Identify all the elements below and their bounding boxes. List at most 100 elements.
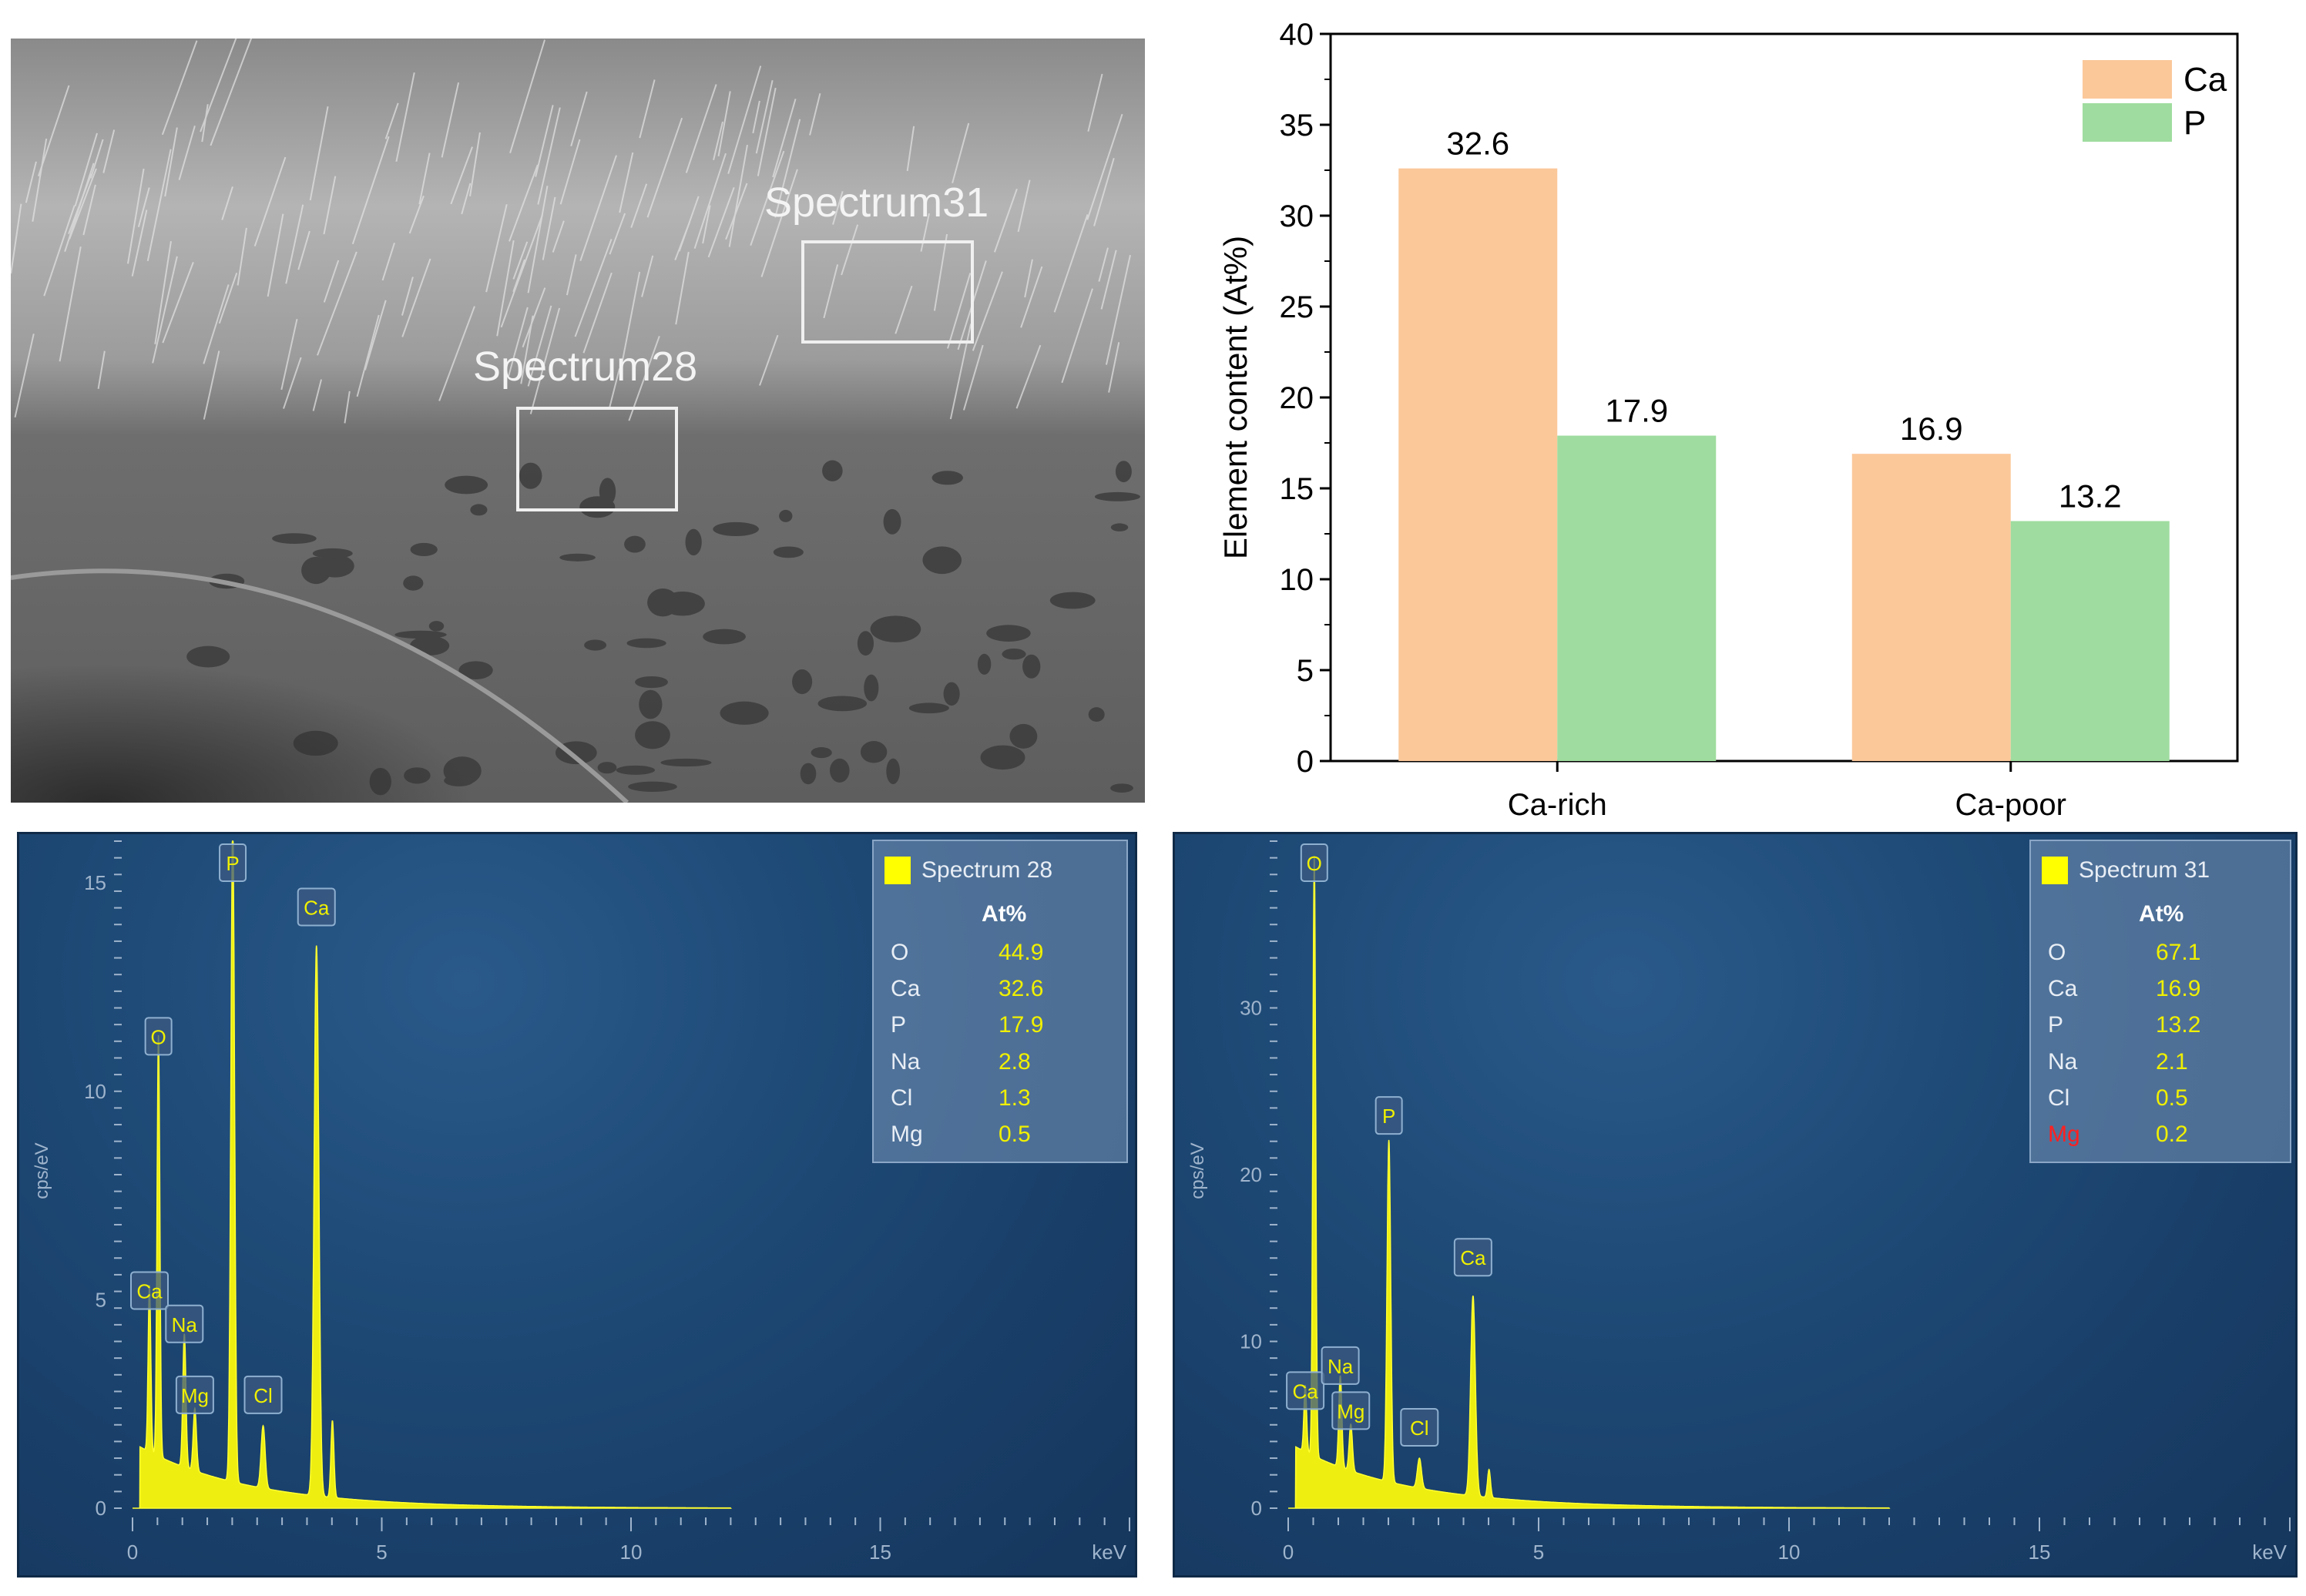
peak-marker-p: P [219, 843, 247, 882]
y-tick-label: 15 [1280, 472, 1314, 506]
needle-crystal [154, 241, 172, 344]
needle-crystal [344, 391, 351, 424]
needle-crystal [628, 335, 660, 421]
pore [857, 631, 874, 656]
needle-crystal [619, 152, 634, 213]
needle-crystal [1017, 179, 1031, 233]
needle-crystal [728, 144, 748, 247]
needle-crystal [323, 260, 340, 303]
pore [628, 781, 677, 792]
pore [980, 745, 1025, 770]
pore [312, 548, 353, 559]
needle-crystal [693, 153, 727, 249]
needle-crystal [993, 188, 1018, 253]
needle-crystal [630, 183, 648, 228]
needle-crystal [685, 84, 717, 173]
needle-crystal [201, 104, 209, 142]
needle-crystal [1100, 250, 1117, 310]
peak-marker-ca: Ca [297, 887, 336, 927]
element-name: O [2048, 940, 2066, 965]
element-name: Mg [2048, 1122, 2080, 1147]
needle-crystal [178, 126, 196, 180]
element-value: 13.2 [2156, 1012, 2201, 1038]
peak-marker-cl: Cl [1400, 1408, 1439, 1447]
pore [1110, 523, 1129, 531]
peak-marker-ca: Ca [129, 1271, 169, 1310]
needle-crystal [579, 155, 617, 262]
pore [1094, 491, 1140, 501]
element-name: Ca [891, 976, 921, 1001]
needle-crystal [949, 324, 972, 420]
needle-crystal [674, 221, 691, 260]
needle-crystal [312, 379, 323, 411]
needle-crystal [323, 176, 337, 235]
needle-crystal [552, 220, 565, 253]
peak-marker-na: Na [165, 1304, 204, 1343]
pore [870, 615, 921, 642]
needle-crystal [381, 243, 395, 281]
pore [626, 638, 666, 649]
x-tick-label: 5 [376, 1541, 387, 1564]
x-tick-label: 10 [1778, 1541, 1801, 1564]
needle-crystal [146, 149, 172, 262]
x-tick-label: Ca-rich [1508, 788, 1607, 822]
peak-label-box [1453, 1238, 1492, 1277]
element-name: Na [891, 1049, 921, 1075]
element-value: 2.8 [999, 1049, 1031, 1075]
peak-label: Cl [253, 1384, 273, 1407]
peak-label: Mg [1337, 1400, 1364, 1423]
y-tick-label: 20 [1280, 381, 1314, 415]
pore [458, 661, 493, 679]
needle-crystal [757, 87, 777, 176]
pore [635, 676, 668, 689]
needle-crystal [408, 195, 425, 234]
needle-crystal [841, 224, 859, 276]
spectrum-trace [1288, 856, 1891, 1509]
needle-crystal [237, 227, 247, 286]
pore [800, 763, 817, 785]
needle-crystal [418, 153, 431, 205]
needle-crystal [1087, 73, 1103, 132]
x-tick-label: 15 [2029, 1541, 2051, 1564]
needle-crystal [43, 205, 76, 297]
needle-crystal [221, 186, 233, 220]
pore [703, 629, 746, 645]
needle-crystal [809, 93, 821, 136]
needle-crystal [537, 107, 561, 205]
element-name: Cl [891, 1085, 913, 1111]
bar-ca-ca-poor [1851, 454, 2011, 761]
needle-crystal [832, 191, 844, 225]
needle-crystal [364, 300, 387, 370]
pore [470, 504, 488, 516]
needle-crystal [755, 80, 774, 154]
needle-crystal [461, 183, 472, 215]
pore [1002, 649, 1026, 660]
pore [792, 669, 813, 695]
needle-crystal [527, 186, 549, 293]
peak-label: Ca [1460, 1246, 1486, 1269]
y-tick-label: 10 [1240, 1330, 1262, 1353]
pore [624, 535, 646, 553]
needle-crystal [920, 213, 930, 252]
pore [883, 508, 901, 535]
element-value: 0.2 [2156, 1122, 2188, 1147]
needle-crystal [200, 39, 237, 132]
needle-crystal [823, 264, 839, 319]
needle-crystal [131, 210, 148, 277]
peak-marker-mg: Mg [175, 1375, 214, 1414]
x-axis-label: keV [2252, 1541, 2287, 1564]
y-tick-label: 5 [1297, 654, 1314, 688]
needle-crystal [1024, 259, 1033, 298]
pore [720, 701, 769, 725]
peak-label-box [1321, 1346, 1360, 1385]
needle-crystal [137, 187, 150, 227]
element-value: 1.3 [999, 1085, 1031, 1111]
needle-crystal [450, 146, 473, 205]
peak-label: O [151, 1025, 166, 1048]
y-tick-label: 10 [84, 1080, 106, 1103]
spectrum-31-legend: Spectrum 31 At% O 67.1 Ca 16.9 P 13.2 Na 2.1… [2029, 840, 2291, 1163]
peak-marker-na: Na [1321, 1346, 1360, 1385]
element-name: Ca [2048, 976, 2078, 1001]
pore [316, 554, 354, 578]
peak-marker-p: P [1375, 1096, 1403, 1135]
